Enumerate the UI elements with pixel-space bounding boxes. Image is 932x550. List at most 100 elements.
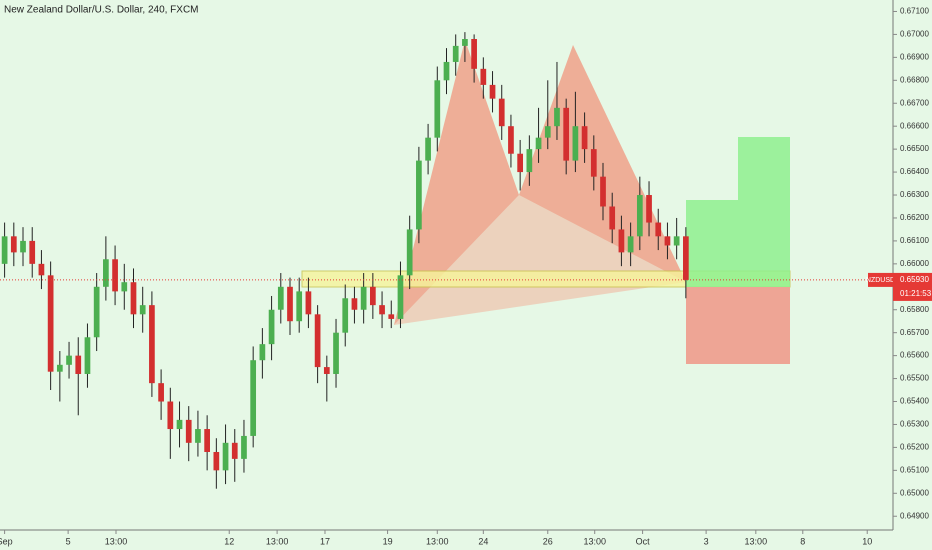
- candle-body: [149, 305, 155, 384]
- candle-body: [590, 149, 597, 177]
- candle-body: [277, 286, 284, 310]
- candle-body: [296, 291, 303, 322]
- y-tick-label: 0.65100: [900, 465, 929, 474]
- candle-body: [259, 344, 266, 361]
- candle-body: [38, 263, 45, 276]
- y-tick-label: 0.66900: [900, 52, 929, 61]
- candle-body: [1, 236, 8, 264]
- candle-body: [498, 98, 505, 127]
- y-tick-label: 0.66700: [900, 98, 929, 107]
- price-badge: [893, 272, 932, 301]
- y-tick-label: 0.65500: [900, 374, 929, 383]
- candle-body: [66, 355, 72, 365]
- y-tick-label: 0.65600: [900, 351, 929, 360]
- candle-body: [287, 286, 293, 322]
- candle-body: [130, 282, 137, 315]
- x-tick-label: 13:00: [583, 536, 606, 546]
- candle-body: [508, 126, 514, 154]
- candle-body: [425, 137, 431, 161]
- candle-body: [369, 286, 376, 306]
- x-tick-label: Sep: [0, 536, 13, 546]
- y-tick-label: 0.66600: [900, 121, 929, 130]
- candle-body: [526, 149, 533, 173]
- candle-body: [397, 275, 404, 319]
- candle-body: [121, 282, 128, 292]
- pattern-bcd: [519, 45, 686, 282]
- candle-body: [600, 176, 606, 207]
- price-label: 0.65930: [900, 275, 929, 284]
- candle-body: [47, 275, 54, 372]
- pattern-xab: [394, 40, 519, 325]
- x-tick-label: 12: [224, 536, 234, 546]
- candle-body: [139, 305, 146, 315]
- candle-body: [471, 39, 477, 69]
- x-tick-label: 3: [704, 536, 709, 546]
- candle-body: [323, 367, 330, 374]
- pattern-xbd: [394, 195, 686, 325]
- candle-body: [627, 236, 634, 253]
- y-tick-label: 0.65200: [900, 443, 929, 452]
- chart-title: New Zealand Dollar/U.S. Dollar, 240, FXC…: [4, 5, 199, 16]
- x-tick-label: 10: [862, 536, 872, 546]
- y-tick-label: 0.66100: [900, 236, 929, 245]
- candle-body: [379, 305, 385, 315]
- pattern-drawings: [301, 40, 791, 364]
- candle-body: [342, 298, 349, 333]
- candle-body: [204, 429, 210, 452]
- target-box: [686, 137, 790, 287]
- candle-body: [231, 442, 238, 459]
- candle-body: [489, 84, 496, 99]
- candle-body: [250, 360, 257, 436]
- x-tick-label: Oct: [636, 536, 651, 546]
- candle-body: [646, 195, 652, 223]
- y-tick-label: 0.67000: [900, 30, 929, 39]
- candle-body: [103, 259, 109, 287]
- y-tick-label: 0.66800: [900, 75, 929, 84]
- y-tick-label: 0.64900: [900, 511, 929, 520]
- candle-body: [462, 39, 468, 46]
- candle-body: [609, 206, 616, 230]
- candle-body: [434, 80, 441, 138]
- x-tick-label: 19: [383, 536, 393, 546]
- symbol-label: NZDUSD: [866, 277, 895, 284]
- candle-body: [416, 160, 422, 230]
- candle-body: [563, 107, 570, 161]
- candle-body: [655, 222, 662, 237]
- candle-body: [29, 240, 36, 264]
- x-tick-label: 5: [66, 536, 71, 546]
- candle-body: [480, 68, 487, 85]
- x-tick-label: 13:00: [105, 536, 128, 546]
- y-tick-label: 0.65000: [900, 488, 929, 497]
- y-tick-label: 0.65300: [900, 420, 929, 429]
- candle-body: [213, 451, 220, 471]
- x-tick-label: 13:00: [745, 536, 768, 546]
- y-tick-label: 0.66500: [900, 144, 929, 153]
- candle-body: [56, 364, 63, 372]
- candle-body: [305, 291, 312, 315]
- candle-body: [84, 337, 91, 374]
- candle-body: [388, 314, 395, 319]
- candle-body: [554, 107, 560, 127]
- y-tick-label: 0.66400: [900, 167, 929, 176]
- candle-body: [673, 236, 680, 246]
- y-tick-label: 0.66200: [900, 213, 929, 222]
- candle-body: [158, 383, 164, 402]
- candle-body: [333, 332, 339, 374]
- candle-body: [572, 126, 579, 161]
- candle-body: [517, 153, 524, 173]
- x-tick-label: 26: [543, 536, 553, 546]
- y-tick-label: 0.66300: [900, 190, 929, 199]
- candle-body: [93, 286, 100, 338]
- candle-body: [268, 309, 275, 345]
- candle-body: [75, 355, 82, 374]
- candle-body: [664, 236, 671, 246]
- candle-body: [222, 442, 229, 471]
- y-tick-label: 0.66000: [900, 259, 929, 268]
- y-tick-label: 0.65800: [900, 305, 929, 314]
- x-tick-label: 17: [320, 536, 330, 546]
- y-tick-label: 0.67100: [900, 7, 929, 16]
- x-tick-label: 13:00: [266, 536, 289, 546]
- candle-body: [176, 419, 183, 430]
- y-tick-label: 0.65400: [900, 397, 929, 406]
